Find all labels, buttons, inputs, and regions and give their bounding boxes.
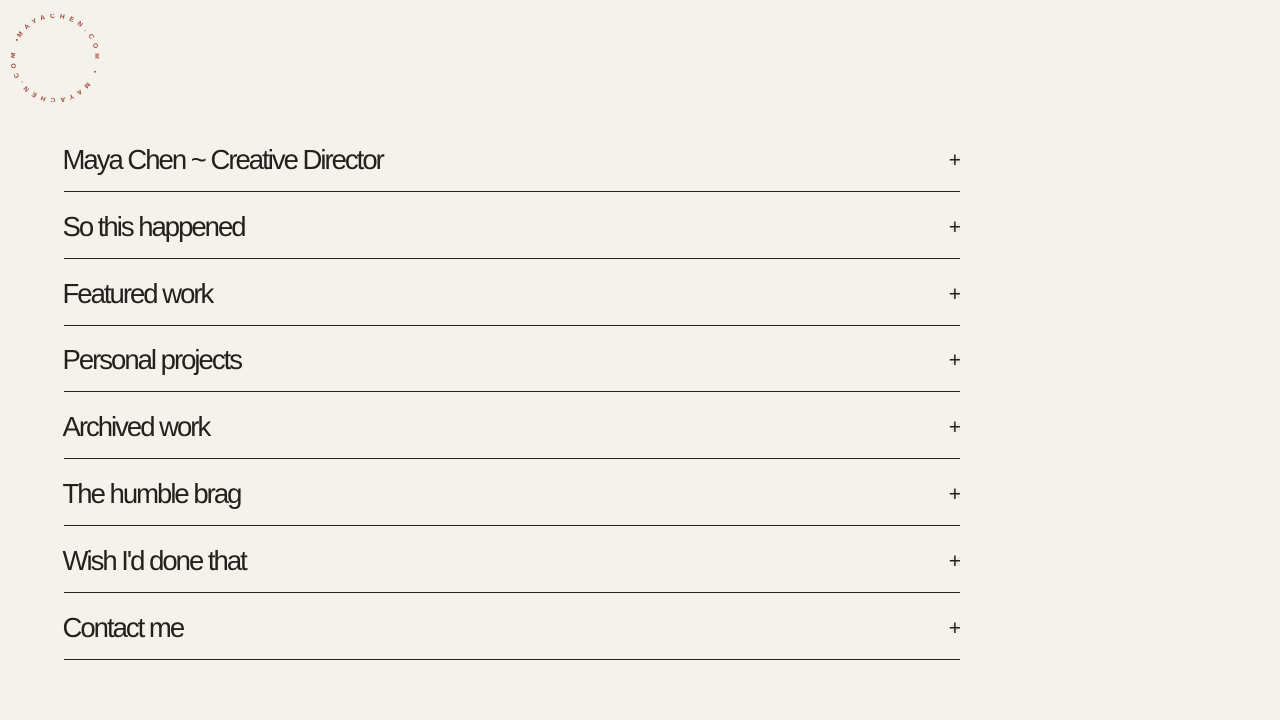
svg-text:MAYACHEN.COM • MAYACHEN.COM •: MAYACHEN.COM • MAYACHEN.COM • <box>11 14 99 102</box>
